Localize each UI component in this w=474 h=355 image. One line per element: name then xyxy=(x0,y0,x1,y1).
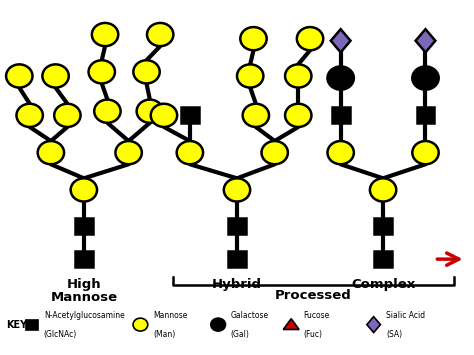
Circle shape xyxy=(94,100,120,123)
Circle shape xyxy=(6,64,33,88)
Text: Complex: Complex xyxy=(351,278,415,291)
Circle shape xyxy=(89,60,115,83)
Circle shape xyxy=(243,104,269,127)
Text: High: High xyxy=(66,278,101,291)
Circle shape xyxy=(71,178,97,202)
Circle shape xyxy=(240,27,267,50)
Bar xyxy=(75,218,93,234)
Circle shape xyxy=(133,60,160,83)
Polygon shape xyxy=(283,319,299,329)
Text: Hybrid: Hybrid xyxy=(212,278,262,291)
Circle shape xyxy=(328,141,354,164)
Text: Fucose: Fucose xyxy=(303,311,329,320)
Circle shape xyxy=(262,141,288,164)
Text: (SA): (SA) xyxy=(386,329,402,339)
Polygon shape xyxy=(331,29,351,52)
Text: (Gal): (Gal) xyxy=(230,329,249,339)
Circle shape xyxy=(224,178,250,202)
Text: (Man): (Man) xyxy=(153,329,175,339)
Circle shape xyxy=(328,66,354,90)
Circle shape xyxy=(133,318,148,331)
Text: KEY:: KEY: xyxy=(6,320,30,329)
Bar xyxy=(75,251,93,267)
Circle shape xyxy=(137,100,163,123)
Circle shape xyxy=(297,27,323,50)
Text: Processed: Processed xyxy=(275,289,352,302)
Circle shape xyxy=(211,318,226,331)
Circle shape xyxy=(147,23,173,46)
Bar xyxy=(181,108,199,123)
Bar xyxy=(228,251,246,267)
Polygon shape xyxy=(367,317,381,333)
Text: (GlcNAc): (GlcNAc) xyxy=(44,329,77,339)
Circle shape xyxy=(285,64,311,88)
Bar xyxy=(27,320,37,329)
Circle shape xyxy=(237,64,264,88)
Circle shape xyxy=(37,141,64,164)
Text: Sialic Acid: Sialic Acid xyxy=(386,311,426,320)
Bar xyxy=(417,108,435,123)
Circle shape xyxy=(17,104,43,127)
Circle shape xyxy=(370,178,396,202)
Bar xyxy=(332,108,350,123)
Circle shape xyxy=(116,141,142,164)
Bar xyxy=(374,218,392,234)
Bar xyxy=(374,251,392,267)
Polygon shape xyxy=(416,29,436,52)
Bar xyxy=(228,218,246,234)
Circle shape xyxy=(42,64,69,88)
Circle shape xyxy=(412,141,438,164)
Text: (Fuc): (Fuc) xyxy=(303,329,322,339)
Circle shape xyxy=(285,104,311,127)
Circle shape xyxy=(54,104,81,127)
Circle shape xyxy=(92,23,118,46)
Text: Mannose: Mannose xyxy=(153,311,188,320)
Text: N-Acetylglucosamine: N-Acetylglucosamine xyxy=(44,311,125,320)
Text: Mannose: Mannose xyxy=(50,291,118,304)
Circle shape xyxy=(151,104,177,127)
Text: Galactose: Galactose xyxy=(230,311,269,320)
Circle shape xyxy=(177,141,203,164)
Circle shape xyxy=(412,66,438,90)
